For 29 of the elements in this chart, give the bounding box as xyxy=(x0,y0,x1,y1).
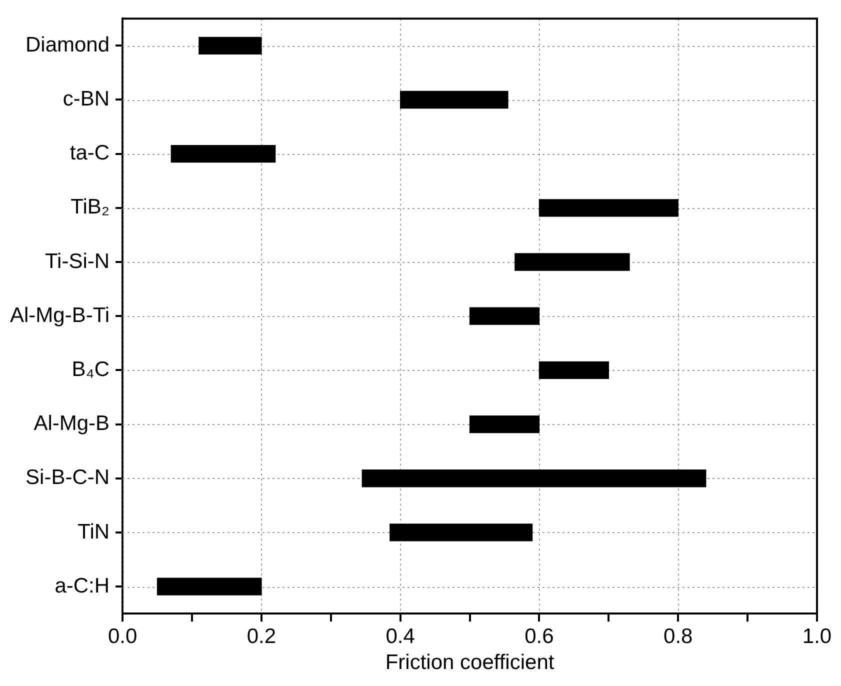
bar xyxy=(469,415,540,434)
y-tick-label: TiB₂ xyxy=(70,196,110,219)
y-tick-label: ta-C xyxy=(70,142,110,165)
x-tick-label: 0.6 xyxy=(524,624,554,648)
x-tick-label: 0.2 xyxy=(246,624,276,648)
x-tick-label: 0.4 xyxy=(386,624,416,648)
bar xyxy=(198,36,262,54)
bar xyxy=(170,145,276,163)
y-tick-label: Si-B-C-N xyxy=(26,466,110,490)
bar xyxy=(362,470,706,488)
bar xyxy=(514,253,630,271)
x-axis-title: Friction coefficient xyxy=(385,651,554,674)
y-tick-label: B₄C xyxy=(72,358,110,381)
bar xyxy=(538,361,609,380)
bar xyxy=(469,307,540,325)
x-tick-label: 0.0 xyxy=(108,624,138,648)
y-tick-label: Diamond xyxy=(26,33,110,56)
x-tick-label: 1.0 xyxy=(802,624,832,648)
bar xyxy=(538,199,678,217)
x-tick-label: 0.8 xyxy=(664,624,693,648)
y-tick-label: Ti-Si-N xyxy=(45,250,110,273)
y-tick-label: Al-Mg-B-Ti xyxy=(10,304,110,327)
y-tick-label: Al-Mg-B xyxy=(34,412,110,436)
y-tick-label: a-C:H xyxy=(54,574,110,598)
y-tick-label: c-BN xyxy=(62,88,110,111)
bar xyxy=(156,578,262,596)
bar xyxy=(400,90,508,109)
bar xyxy=(390,524,533,542)
y-tick-label: TiN xyxy=(78,520,110,544)
